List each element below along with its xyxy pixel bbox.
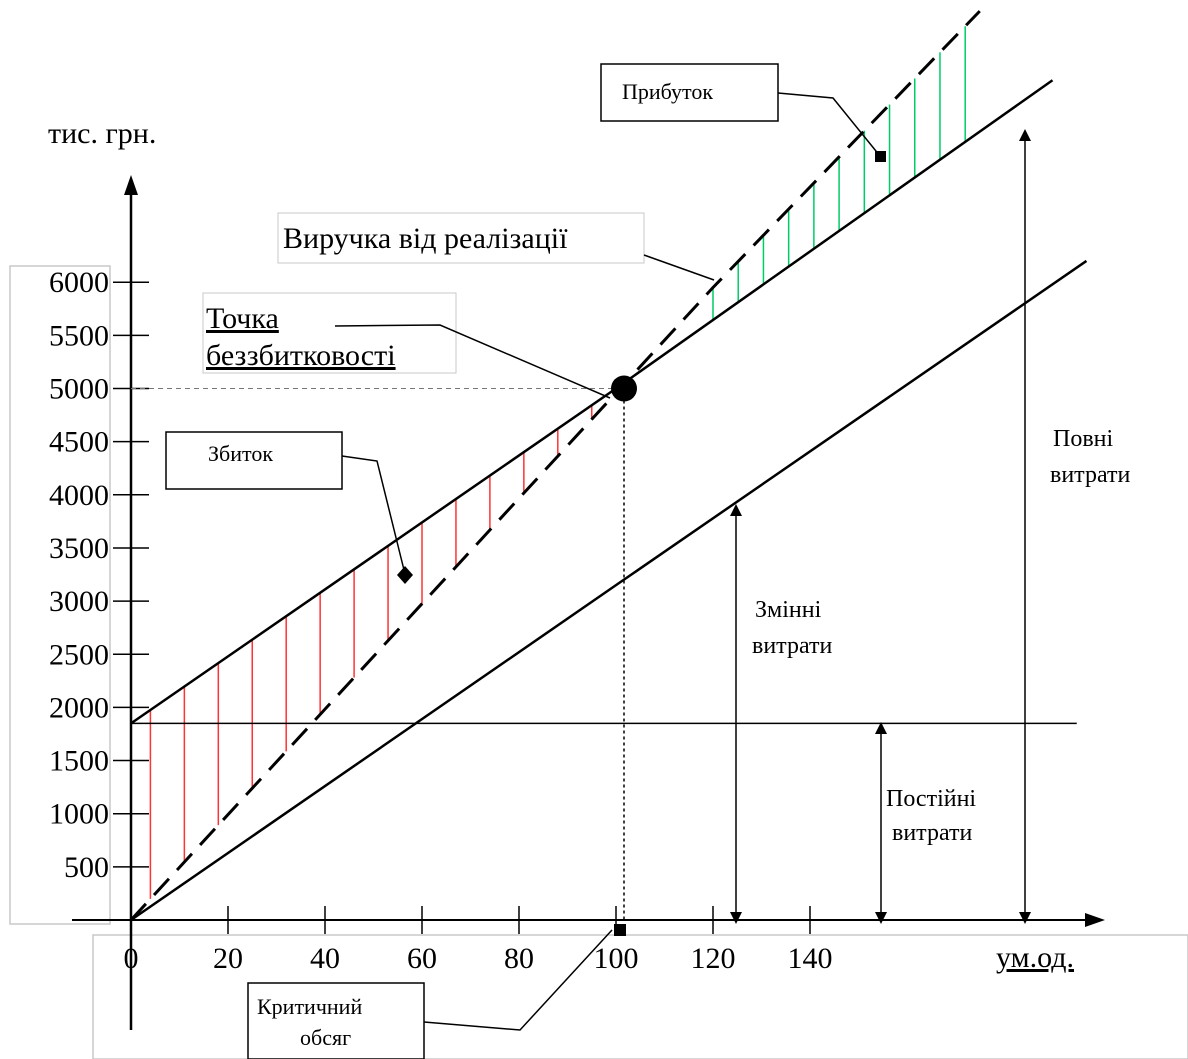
x-labels-frame (92, 934, 1188, 1059)
break-even-leader-line (334, 324, 611, 399)
revenue-label-box (277, 212, 645, 264)
x-tick-label: 20 (213, 942, 243, 975)
x-tick-label: 0 (124, 942, 139, 975)
critical-volume-leader-line (423, 929, 613, 1031)
x-tick-label: 100 (594, 942, 639, 975)
revenue-leader-line (643, 254, 715, 281)
y-tick-label: 5500 (49, 319, 109, 352)
loss-label: Збиток (208, 441, 273, 466)
variable-costs-line (130, 259, 1088, 922)
loss-marker (397, 566, 413, 584)
profit-label: Прибуток (622, 79, 713, 104)
fixed-costs-label-line1: Постійні (886, 786, 976, 812)
y-tick-label: 3000 (49, 585, 109, 618)
critical-volume-label-line1: Критичний (257, 994, 362, 1019)
y-tick-label: 3500 (49, 532, 109, 565)
critical-volume-label-line2: обсяг (300, 1025, 351, 1050)
critical-volume-marker (614, 924, 626, 936)
x-tick-label: 120 (691, 942, 736, 975)
y-tick-label: 2000 (49, 691, 109, 724)
total-costs-line (130, 79, 1054, 725)
total-costs-label-line1: Повні (1053, 426, 1114, 452)
critical-volume-label-box (247, 982, 425, 1059)
y-labels-frame (9, 265, 111, 925)
y-tick-label: 1000 (49, 798, 109, 831)
profit-marker (875, 151, 886, 162)
profit-leader-line (777, 92, 881, 157)
variable-costs-label-line1: Змінні (755, 597, 822, 623)
y-axis-arrow-icon (124, 175, 138, 195)
y-tick-label: 1500 (49, 745, 109, 778)
break-even-point (611, 375, 637, 402)
x-tick-label: 80 (504, 942, 534, 975)
break-even-label-line2: беззбитковості (206, 339, 396, 372)
x-tick-label: 140 (788, 942, 833, 975)
profit-hatch-area (712, 26, 966, 320)
y-tick-label: 5000 (49, 373, 109, 406)
y-tick-label: 2500 (49, 638, 109, 671)
y-tick-label: 500 (64, 851, 109, 884)
y-tick-label: 4500 (49, 426, 109, 459)
y-axis-label: тис. грн. (48, 117, 156, 150)
x-axis-label: ум.од. (996, 941, 1074, 974)
x-tick-label: 60 (407, 942, 437, 975)
break-even-label-line1: Точка (206, 302, 279, 335)
revenue-label: Виручка від реалізації (283, 222, 568, 255)
total-costs-label-line2: витрати (1050, 462, 1130, 488)
variable-costs-label-line2: витрати (752, 633, 832, 659)
profit-label-box (600, 63, 779, 122)
loss-leader-line (341, 455, 406, 575)
y-ticks: 500 1000 1500 2000 2500 3000 3500 4000 4500 5000 5… (49, 266, 149, 884)
y-tick-label: 4000 (49, 479, 109, 512)
break-even-label-box (202, 292, 457, 374)
fixed-costs-label-line2: витрати (892, 820, 972, 846)
x-axis-arrow-icon (1085, 913, 1105, 927)
y-tick-label: 6000 (49, 266, 109, 299)
x-ticks: 0 20 40 60 80 100 120 140 (124, 906, 833, 975)
revenue-line (129, 10, 981, 922)
x-tick-label: 40 (310, 942, 340, 975)
loss-hatch-area (149, 405, 593, 899)
loss-label-box (165, 431, 343, 490)
